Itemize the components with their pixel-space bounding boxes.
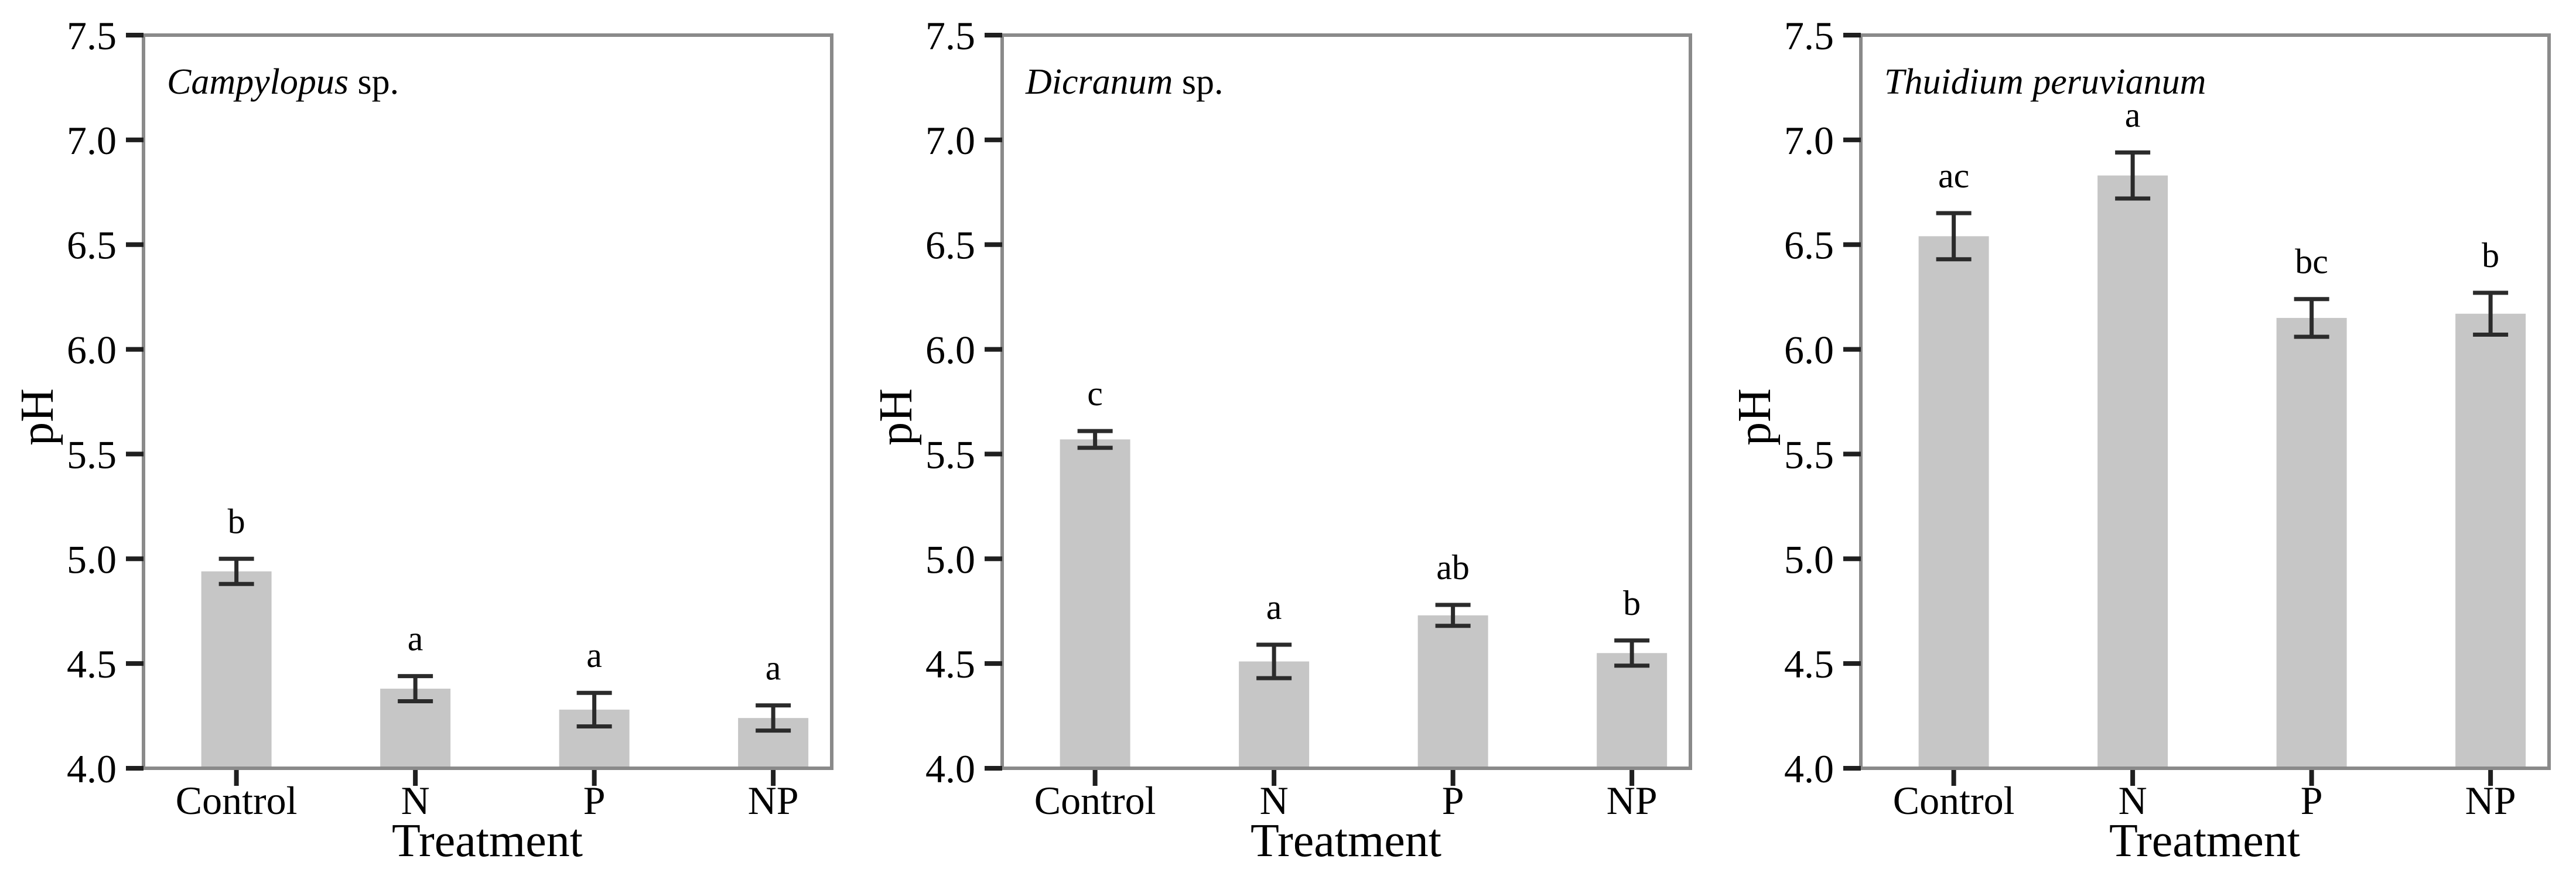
y-tick-label-6.5: 6.5 (67, 223, 117, 268)
x-cat-label-n: N (2119, 778, 2147, 823)
y-tick-label-5.0: 5.0 (1784, 537, 1834, 581)
chart-dynamic-layer: c Control a Nab Pb NP 7.5 7.0 6.5 6.0 5.5 5.0 4.5 4.0 (925, 13, 1692, 823)
y-tick-label-6.0: 6.0 (67, 328, 117, 372)
y-axis-label: pH (1729, 388, 1781, 446)
x-cat-label-np: NP (1607, 778, 1658, 823)
sig-letter-control: c (1087, 374, 1103, 413)
y-tick-label-4.0: 4.0 (925, 747, 975, 791)
x-axis-label: Treatment (1251, 815, 1441, 867)
sig-letter-p: bc (2295, 242, 2328, 281)
panel-title-part-0: Campylopus (167, 62, 349, 102)
y-tick-label-5.5: 5.5 (1784, 432, 1834, 477)
panel-title-part-0: Thuidium peruvianum (1884, 62, 2206, 102)
x-axis-label: Treatment (2109, 815, 2300, 867)
y-tick-label-5.0: 5.0 (925, 537, 975, 581)
x-cat-label-p: P (2301, 778, 2323, 823)
y-tick-label-7.0: 7.0 (1784, 118, 1834, 163)
y-tick-label-4.0: 4.0 (67, 747, 117, 791)
sig-letter-np: a (766, 649, 781, 687)
x-cat-label-control: Control (1893, 778, 2015, 823)
sig-letter-p: ab (1436, 548, 1470, 587)
sig-letter-p: a (586, 636, 602, 675)
y-axis-label: pH (12, 388, 63, 446)
sig-letter-control: b (228, 502, 245, 540)
bar-control (201, 571, 272, 768)
x-cat-label-n: N (401, 778, 430, 823)
bar-p (2276, 317, 2347, 768)
x-axis-label: Treatment (392, 815, 583, 867)
x-cat-label-n: N (1260, 778, 1289, 823)
y-tick-label-7.5: 7.5 (925, 13, 975, 58)
sig-letter-n: a (1266, 588, 1282, 627)
y-tick-label-6.0: 6.0 (1784, 328, 1834, 372)
sig-letter-np: b (2482, 236, 2499, 275)
sig-letter-n: a (408, 620, 423, 658)
plot-box (1859, 33, 2551, 770)
sig-letter-np: b (1623, 584, 1641, 622)
panel-title: Dicranum sp. (1025, 62, 1224, 102)
y-tick-label-6.0: 6.0 (925, 328, 975, 372)
chart-dynamic-layer: ac Control a Nbc Pb NP 7.5 7.0 6.5 6.0 5.5 5.0 4.5 4.… (1784, 13, 2551, 823)
sig-letter-control: ac (1938, 156, 1969, 195)
chart-dynamic-layer: b Control a Na Pa NP 7.5 7.0 6.5 6.0 5.5 5.0 4.5 4.0 (67, 13, 833, 823)
panel-title-part-0: Dicranum (1025, 62, 1173, 102)
y-tick-label-7.0: 7.0 (67, 118, 117, 163)
y-tick-label-7.5: 7.5 (67, 13, 117, 58)
bar-np (1597, 653, 1668, 768)
bar-np (2455, 313, 2526, 768)
y-tick-label-4.5: 4.5 (1784, 642, 1834, 686)
sig-letter-n: a (2125, 95, 2141, 134)
plot-box (142, 33, 833, 770)
panel-title: Campylopus sp. (167, 62, 399, 102)
x-cat-label-p: P (1442, 778, 1464, 823)
y-tick-label-5.5: 5.5 (925, 432, 975, 477)
y-tick-label-7.0: 7.0 (925, 118, 975, 163)
plot-box (1000, 33, 1692, 770)
x-cat-label-np: NP (2465, 778, 2516, 823)
panel-title: Thuidium peruvianum (1884, 62, 2206, 102)
y-tick-label-6.5: 6.5 (925, 223, 975, 268)
x-cat-label-np: NP (748, 778, 799, 823)
chart-campylopus: bControlaNaPaNP7.57.06.56.05.55.04.54.0 … (12, 13, 833, 867)
x-cat-label-control: Control (176, 778, 298, 823)
panel-title-part-1: sp. (349, 62, 399, 102)
x-cat-label-p: P (583, 778, 606, 823)
panel-title-part-1: sp. (1173, 62, 1223, 102)
y-tick-label-5.0: 5.0 (67, 537, 117, 581)
bar-control (1060, 439, 1130, 768)
bar-n (2097, 175, 2168, 768)
y-tick-label-5.5: 5.5 (67, 432, 117, 477)
x-cat-label-control: Control (1034, 778, 1156, 823)
bar-control (1918, 236, 1989, 768)
y-tick-label-4.5: 4.5 (925, 642, 975, 686)
y-tick-label-4.0: 4.0 (1784, 747, 1834, 791)
chart-thuidium: ac Control a Nbc Pb NP 7.5 7.0 6.5 6.0 5.5 5.0 4.5 4.… (1729, 13, 2551, 867)
y-tick-label-7.5: 7.5 (1784, 13, 1834, 58)
bar-p (1417, 615, 1488, 768)
y-axis-label: pH (870, 388, 922, 446)
y-tick-label-4.5: 4.5 (67, 642, 117, 686)
y-tick-label-6.5: 6.5 (1784, 223, 1834, 268)
chart-dicranum: c Control a Nab Pb NP 7.5 7.0 6.5 6.0 5.5 5.0 4.5 4.0… (870, 13, 1692, 867)
